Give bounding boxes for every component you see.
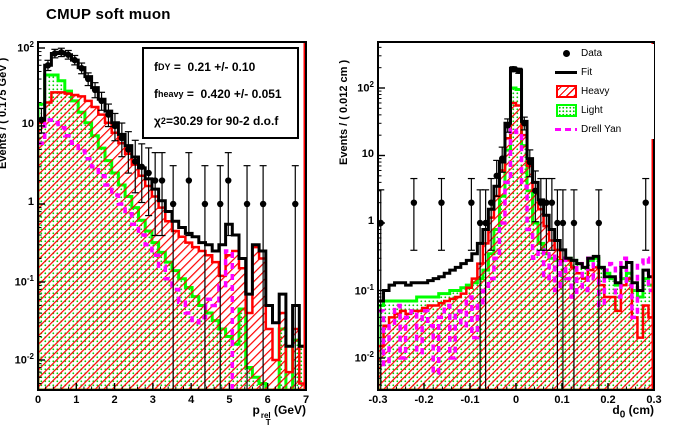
stats-line-chi2: χ 2 =30.29 for 90-2 d.o.f	[154, 113, 279, 128]
y-tick-label: 10	[21, 118, 34, 130]
legend-item-fit: Fit	[551, 63, 654, 82]
left-drell-yan-histogram	[38, 118, 235, 390]
left-plot-area	[38, 42, 306, 390]
heavy-swatch-icon	[551, 85, 581, 98]
legend-item-heavy: Heavy	[551, 82, 654, 101]
x-tick-label: -0.3	[368, 394, 388, 406]
right-heavy-histogram	[378, 101, 654, 390]
y-tick-label: 102	[357, 80, 374, 95]
x-tick-label: 5	[226, 394, 233, 406]
left-x-axis-title: p rel T (GeV)	[252, 403, 306, 427]
fit-stats-box: f DY = 0.21 +/- 0.10 f heavy = 0.420 +/- 0…	[142, 47, 299, 139]
x-tick-label: -0.2	[414, 394, 434, 406]
x-tick-label: 2	[111, 394, 118, 406]
right-plot-area	[378, 42, 654, 390]
x-tick-label: 4	[188, 394, 195, 406]
left-data-points	[38, 47, 299, 390]
x-tick-label: 1	[73, 394, 80, 406]
y-tick-label: 10-1	[14, 274, 34, 289]
y-tick-label: 1	[27, 196, 34, 208]
legend-item-light: Light	[551, 101, 654, 120]
x-tick-label: 3	[149, 394, 156, 406]
x-tick-label: -0.1	[460, 394, 480, 406]
right-drell-yan-histogram	[378, 126, 654, 375]
left-fit-histogram	[38, 50, 306, 348]
legend-label-drell-yan: Drell Yan	[581, 124, 622, 135]
x-tick-label: 0.2	[600, 394, 616, 406]
x-tick-label: 6	[264, 394, 271, 406]
drell-yan-dash-icon	[551, 128, 581, 131]
stats-line-fdy: f DY = 0.21 +/- 0.10	[154, 59, 256, 74]
y-tick-label: 10	[361, 147, 374, 160]
legend-label-heavy: Heavy	[581, 86, 610, 97]
x-tick-label: 0.1	[554, 394, 570, 406]
figure-title: CMUP soft muon	[46, 6, 171, 23]
data-marker-icon	[551, 50, 581, 57]
y-tick-label: 10-2	[354, 350, 374, 365]
legend-label-fit: Fit	[581, 67, 593, 78]
y-tick-label: 102	[17, 40, 34, 55]
fit-line-icon	[551, 71, 581, 74]
right-x-axis-title: d0 (cm)	[612, 403, 654, 421]
y-tick-label: 1	[367, 215, 374, 227]
legend-label-light: Light	[581, 105, 603, 116]
left-y-axis-title: Events / ( 0.175 GeV )	[0, 58, 9, 169]
legend: Data Fit Heavy Light Drell Yan	[551, 44, 654, 139]
x-tick-label: 0	[512, 394, 520, 406]
x-tick-label: 7	[302, 394, 310, 406]
legend-item-drell-yan: Drell Yan	[551, 120, 654, 139]
x-tick-label: 0.3	[646, 394, 662, 406]
y-tick-label: 10-1	[354, 282, 374, 298]
stats-line-fheavy: f heavy = 0.420 +/- 0.051	[154, 86, 282, 101]
light-swatch-icon	[551, 104, 581, 117]
x-tick-label: 0	[34, 394, 42, 406]
legend-item-data: Data	[551, 44, 654, 63]
y-tick-label: 10-2	[14, 352, 34, 367]
legend-label-data: Data	[581, 48, 603, 59]
